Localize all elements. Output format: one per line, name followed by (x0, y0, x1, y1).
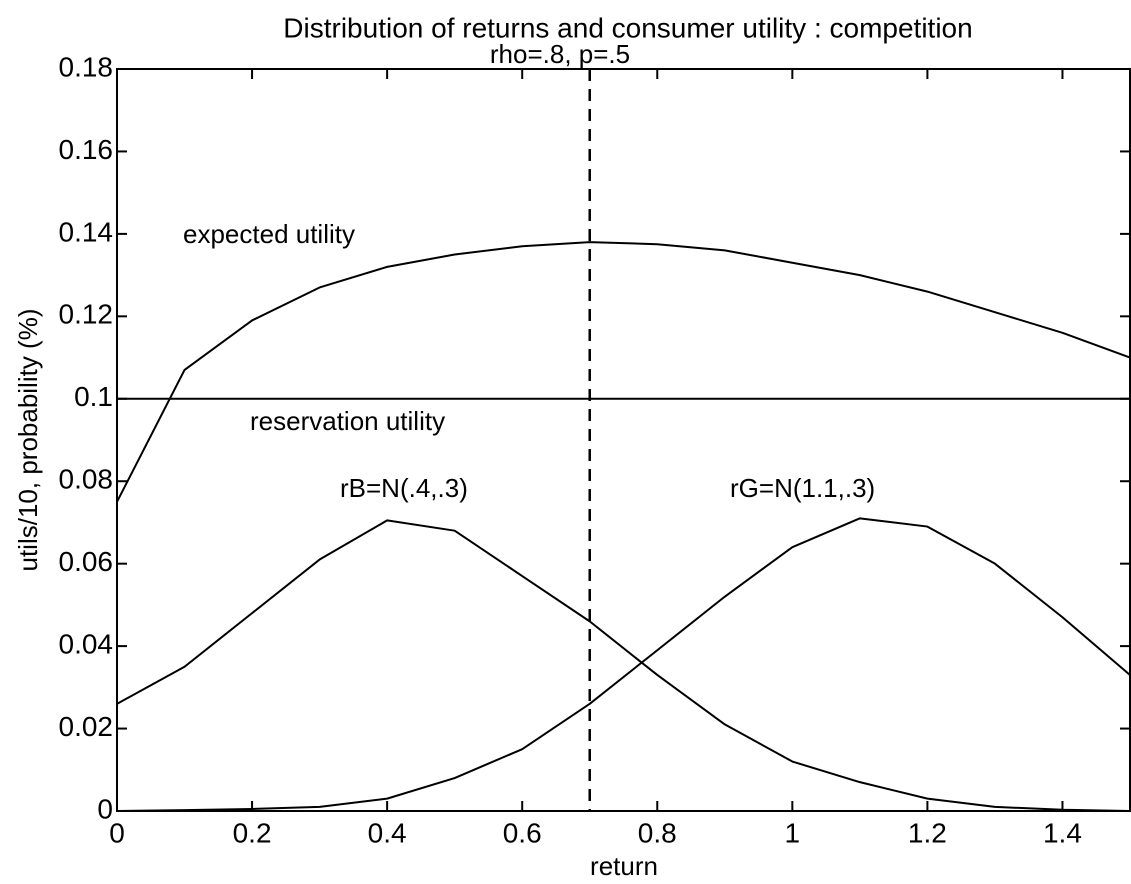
y-tick-label: 0.06 (59, 546, 114, 577)
y-tick-label: 0.04 (59, 629, 114, 660)
chart-title: Distribution of returns and consumer uti… (283, 12, 972, 43)
series-label: expected utility (183, 219, 355, 249)
y-tick-label: 0.08 (59, 464, 114, 495)
plot-frame (116, 68, 1131, 812)
series-label: rG=N(1.1,.3) (730, 473, 875, 503)
series-label: reservation utility (250, 406, 445, 436)
y-tick-label: 0.12 (59, 299, 114, 330)
y-tick-label: 0 (97, 793, 113, 824)
series-line (116, 519, 1131, 812)
x-tick-label: 0.8 (638, 817, 677, 848)
x-tick-label: 0.6 (503, 817, 542, 848)
y-tick-label: 0.18 (59, 51, 114, 82)
series-line (116, 241, 1131, 503)
y-axis-label: utils/10, probability (%) (13, 309, 43, 572)
y-tick-label: 0.16 (59, 134, 114, 165)
x-tick-label: 1.2 (908, 817, 947, 848)
y-tick-label: 0.02 (59, 711, 114, 742)
x-tick-label: 0 (109, 817, 125, 848)
y-tick-label: 0.1 (74, 381, 113, 412)
series-label: rB=N(.4,.3) (340, 473, 468, 503)
series-line (116, 517, 1131, 812)
x-tick-label: 1.4 (1043, 817, 1082, 848)
x-tick-label: 0.4 (368, 817, 407, 848)
chart-subtitle: rho=.8, p=.5 (490, 39, 630, 69)
x-tick-label: 1 (785, 817, 801, 848)
y-tick-label: 0.14 (59, 216, 114, 247)
x-axis-label: return (590, 851, 658, 881)
x-tick-label: 0.2 (233, 817, 272, 848)
